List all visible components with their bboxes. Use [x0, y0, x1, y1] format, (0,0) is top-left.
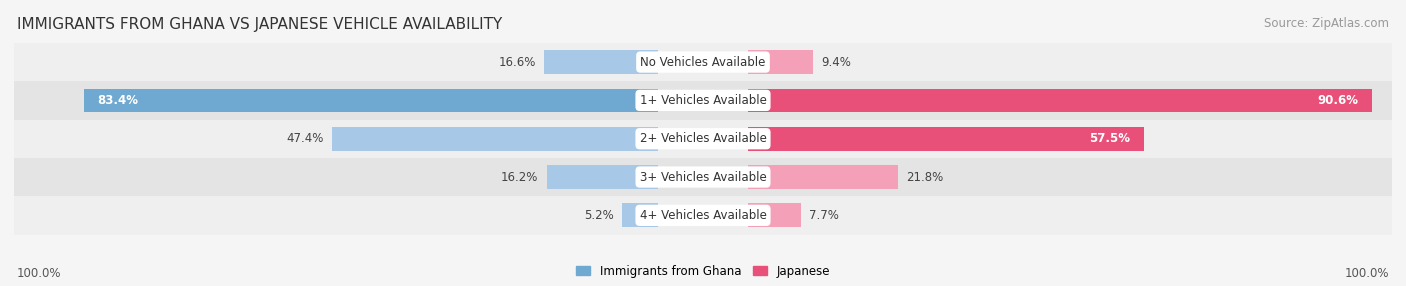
Bar [748, 165, 898, 189]
Bar [14, 120, 1392, 158]
Text: 5.2%: 5.2% [585, 209, 614, 222]
Bar [332, 127, 658, 151]
Text: 57.5%: 57.5% [1090, 132, 1130, 145]
Text: No Vehicles Available: No Vehicles Available [640, 55, 766, 69]
Bar [547, 165, 658, 189]
Text: 100.0%: 100.0% [1344, 267, 1389, 280]
Text: 90.6%: 90.6% [1317, 94, 1358, 107]
Legend: Immigrants from Ghana, Japanese: Immigrants from Ghana, Japanese [571, 260, 835, 282]
Text: 47.4%: 47.4% [285, 132, 323, 145]
Bar [14, 43, 1392, 81]
Text: 1+ Vehicles Available: 1+ Vehicles Available [640, 94, 766, 107]
Bar [544, 50, 658, 74]
Bar [14, 81, 1392, 120]
Bar [748, 50, 813, 74]
Text: 3+ Vehicles Available: 3+ Vehicles Available [640, 170, 766, 184]
Text: 100.0%: 100.0% [17, 267, 62, 280]
Text: 21.8%: 21.8% [907, 170, 943, 184]
Bar [748, 127, 1144, 151]
Text: IMMIGRANTS FROM GHANA VS JAPANESE VEHICLE AVAILABILITY: IMMIGRANTS FROM GHANA VS JAPANESE VEHICL… [17, 17, 502, 32]
Text: 7.7%: 7.7% [808, 209, 839, 222]
Bar [83, 88, 658, 112]
Bar [748, 203, 801, 227]
Bar [748, 88, 1372, 112]
Text: Source: ZipAtlas.com: Source: ZipAtlas.com [1264, 17, 1389, 30]
Text: 16.6%: 16.6% [498, 55, 536, 69]
Bar [623, 203, 658, 227]
Bar [14, 158, 1392, 196]
Text: 4+ Vehicles Available: 4+ Vehicles Available [640, 209, 766, 222]
Text: 16.2%: 16.2% [501, 170, 538, 184]
Bar [14, 196, 1392, 235]
Text: 2+ Vehicles Available: 2+ Vehicles Available [640, 132, 766, 145]
Text: 9.4%: 9.4% [821, 55, 851, 69]
Text: 83.4%: 83.4% [97, 94, 138, 107]
